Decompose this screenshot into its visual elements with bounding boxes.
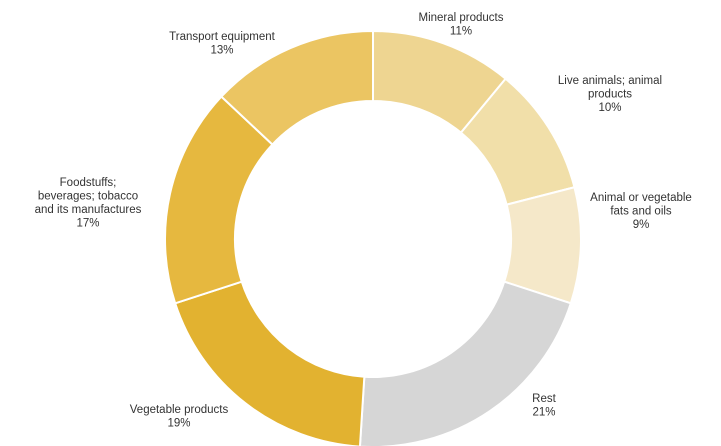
slice-rest	[358, 280, 573, 446]
slice-vegetable-products	[173, 280, 366, 446]
slice-percent: 10%	[598, 102, 621, 114]
slice-percent: 19%	[167, 418, 190, 430]
slice-label: Foodstuffs; beverages; tobacco and its man…	[35, 177, 142, 230]
slice-name-line: Mineral products	[418, 12, 503, 24]
slice-label: Vegetable products 19%	[130, 404, 229, 430]
slice-name-line: Rest	[532, 393, 556, 405]
slice-name-line: Live animals; animal	[558, 75, 662, 87]
slice-name-line: Transport equipment	[169, 31, 275, 43]
slice-name-line: and its manufactures	[35, 204, 142, 216]
slice-percent: 9%	[633, 219, 650, 231]
slice-transport-equipment	[219, 29, 374, 146]
slice-name-line: fats and oils	[610, 206, 672, 218]
slice-name-line: Foodstuffs;	[60, 177, 117, 189]
slice-name-line: Vegetable products	[130, 404, 229, 416]
slice-name-line: Animal or vegetable	[590, 192, 692, 204]
slice-percent: 17%	[76, 218, 99, 230]
slice-label: Animal or vegetable fats and oils 9%	[590, 192, 692, 231]
slice-label: Rest 21%	[532, 393, 556, 419]
slice-percent: 11%	[450, 26, 472, 38]
slice-label: Live animals; animal products 10%	[558, 75, 662, 114]
slice-percent: 21%	[532, 407, 555, 419]
slice-name-line: beverages; tobacco	[38, 191, 138, 203]
slice-label: Transport equipment 13%	[169, 31, 275, 57]
donut-labels: Mineral products 11% Live animals; animal p…	[35, 12, 692, 430]
donut-slices	[164, 29, 582, 446]
slice-name-line: products	[588, 89, 632, 101]
slice-percent: 13%	[210, 45, 233, 57]
slice-label: Mineral products 11%	[418, 12, 503, 38]
